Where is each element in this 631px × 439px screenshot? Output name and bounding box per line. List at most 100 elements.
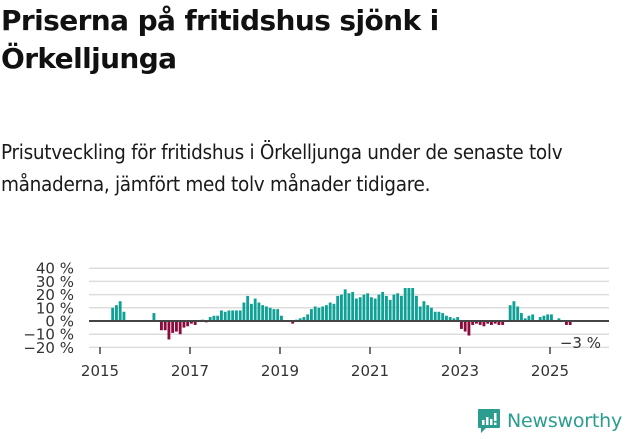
- y-tick-label: −20 %: [23, 339, 74, 357]
- bar: [122, 311, 126, 321]
- bar: [385, 295, 388, 321]
- bar: [242, 302, 246, 321]
- bar: [437, 311, 441, 321]
- bar: [362, 294, 366, 321]
- bar: [501, 321, 505, 325]
- chart-title: Priserna på fritidshus sjönk i Örkelljun…: [1, 4, 439, 75]
- bar: [441, 313, 445, 321]
- bar: [370, 297, 373, 321]
- bar: [302, 317, 306, 321]
- bar: [516, 306, 520, 321]
- bar: [452, 318, 456, 321]
- bar: [377, 294, 381, 321]
- bar: [426, 305, 430, 321]
- bar: [392, 294, 396, 321]
- x-tick-label: 2025: [531, 362, 569, 380]
- y-tick-label: 10 %: [36, 299, 74, 317]
- bar: [340, 294, 343, 321]
- bar: [220, 310, 223, 321]
- newsworthy-logo-text: Newsworthy: [507, 410, 623, 432]
- bar: [250, 303, 253, 321]
- bar: [265, 306, 268, 321]
- bar: [291, 321, 295, 324]
- bar: [317, 307, 321, 321]
- bar: [471, 321, 475, 325]
- bar: [475, 321, 478, 324]
- bar: [310, 309, 313, 321]
- x-tick-label: 2021: [351, 362, 389, 380]
- last-value-annotation: −3 %: [560, 334, 601, 352]
- bar: [422, 301, 426, 321]
- bar: [182, 321, 186, 328]
- bar: [448, 317, 452, 321]
- bar: [178, 321, 182, 335]
- y-tick-label: 0 %: [45, 313, 74, 331]
- bar: [512, 301, 516, 321]
- bar: [355, 298, 358, 321]
- bar: [336, 295, 340, 321]
- bar: [306, 314, 310, 321]
- bar: [478, 321, 482, 325]
- bar: [328, 302, 332, 321]
- bar: [538, 317, 542, 321]
- x-tick-label: 2017: [171, 362, 209, 380]
- bar: [490, 321, 493, 325]
- bar: [246, 295, 250, 321]
- bar: [557, 318, 561, 321]
- bar: [272, 309, 276, 321]
- bar: [568, 321, 572, 325]
- bar: [193, 321, 197, 325]
- bar: [527, 315, 531, 321]
- bar: [212, 315, 216, 321]
- bar: [208, 317, 212, 321]
- bar: [347, 293, 351, 321]
- bar: [257, 302, 261, 321]
- newsworthy-logo-icon: [478, 409, 500, 433]
- bar: [531, 314, 535, 321]
- bar: [152, 313, 156, 321]
- bar: [167, 321, 171, 340]
- bar: [396, 293, 400, 321]
- bar: [463, 321, 467, 332]
- bar: [261, 305, 265, 321]
- bar: [358, 297, 362, 321]
- y-tick-label: −10 %: [23, 326, 74, 344]
- bar: [493, 321, 497, 324]
- bar: [542, 315, 546, 321]
- bar: [351, 291, 355, 321]
- bar: [231, 310, 235, 321]
- bar-chart: 40 %30 %20 %10 %0 %−10 %−20 % 2015 2017 20…: [23, 260, 609, 380]
- bar: [171, 321, 175, 333]
- bar: [407, 288, 411, 321]
- bar: [253, 298, 257, 321]
- bar: [280, 315, 283, 321]
- bar: [313, 306, 317, 321]
- bar: [418, 306, 422, 321]
- bar: [216, 315, 220, 321]
- bar: [268, 307, 272, 321]
- bar: [467, 321, 471, 336]
- x-tick-label: 2023: [441, 362, 479, 380]
- bar: [546, 314, 550, 321]
- bar: [332, 303, 336, 321]
- bar: [186, 321, 190, 327]
- y-axis-labels: 40 %30 %20 %10 %0 %−10 %−20 %: [23, 260, 74, 357]
- bar: [403, 288, 407, 321]
- bar: [118, 301, 122, 321]
- bar: [445, 315, 448, 321]
- bar: [433, 311, 437, 321]
- bar: [227, 310, 231, 321]
- bar: [550, 314, 553, 321]
- bar: [276, 309, 280, 321]
- bar: [223, 311, 227, 321]
- x-tick-label: 2015: [81, 362, 119, 380]
- bar: [160, 321, 163, 331]
- bar: [235, 310, 238, 321]
- newsworthy-logo[interactable]: Newsworthy: [477, 408, 622, 434]
- bar: [523, 318, 527, 321]
- bar: [400, 295, 403, 321]
- bar: [366, 293, 370, 321]
- y-tick-label: 40 %: [36, 260, 74, 278]
- bar: [456, 317, 460, 321]
- bar: [497, 321, 501, 325]
